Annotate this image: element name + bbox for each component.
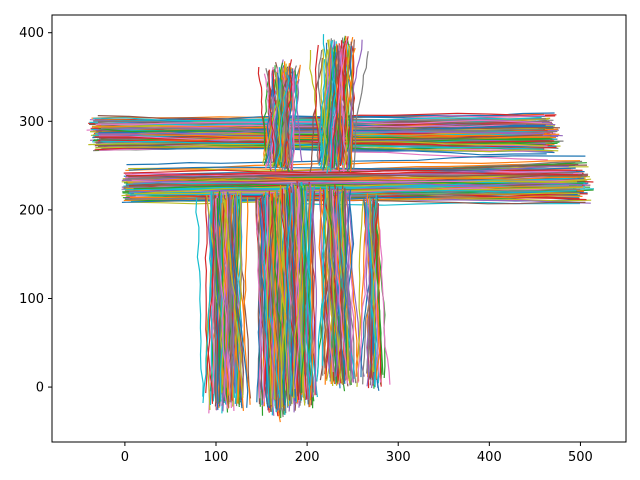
series-line xyxy=(292,190,306,399)
series-line xyxy=(255,199,262,399)
y-tick-label: 300 xyxy=(19,115,44,130)
series-line xyxy=(128,174,587,179)
series-line xyxy=(133,186,581,195)
series-line xyxy=(121,178,592,197)
series-line xyxy=(129,189,577,196)
series-line xyxy=(204,197,213,404)
series-line xyxy=(205,195,217,394)
series-line xyxy=(133,180,591,187)
y-tick-label: 400 xyxy=(19,26,44,41)
series-line xyxy=(287,192,294,404)
series-line xyxy=(130,176,581,181)
series-line xyxy=(202,200,213,404)
series-line xyxy=(126,171,579,177)
series-line xyxy=(314,44,321,166)
series-line xyxy=(262,81,269,166)
series-line xyxy=(292,184,297,402)
series-line xyxy=(334,191,340,377)
series-line xyxy=(195,197,204,397)
series-line xyxy=(124,184,586,191)
series-line xyxy=(304,190,311,405)
series-line xyxy=(337,50,341,168)
series-line xyxy=(309,183,318,395)
series-line xyxy=(319,59,326,170)
series-line xyxy=(329,41,337,169)
series-line xyxy=(337,187,345,378)
series-line xyxy=(339,36,349,167)
series-line xyxy=(232,197,236,394)
series-line xyxy=(318,192,327,385)
plot-frame xyxy=(51,14,627,443)
x-tick-label: 100 xyxy=(204,450,229,465)
series-line xyxy=(321,189,326,366)
series-line xyxy=(346,39,363,170)
series-line xyxy=(227,199,234,403)
series-line xyxy=(293,188,300,384)
series-line xyxy=(273,71,293,163)
y-tick-label: 100 xyxy=(19,292,44,307)
series-line xyxy=(267,77,281,166)
x-tick-label: 300 xyxy=(386,450,411,465)
series-line xyxy=(375,198,381,380)
series-line xyxy=(275,74,290,165)
series-line xyxy=(374,203,391,385)
x-tick-label: 500 xyxy=(568,450,593,465)
series-line xyxy=(268,69,275,163)
series-line xyxy=(326,185,343,385)
series-line xyxy=(263,191,270,406)
series-line xyxy=(316,49,323,165)
series-line xyxy=(365,202,377,388)
series-line xyxy=(296,79,303,162)
series-line xyxy=(222,197,244,398)
series-line xyxy=(326,190,334,373)
series-line xyxy=(368,198,374,380)
series-line xyxy=(320,48,327,166)
series-line xyxy=(356,200,364,387)
x-tick-label: 0 xyxy=(121,450,129,465)
series-line xyxy=(266,196,272,406)
series-line xyxy=(227,197,244,396)
y-axis: 0 100 200 300 400 xyxy=(19,26,52,396)
series-line xyxy=(286,192,293,395)
series-line xyxy=(125,177,578,185)
series-line xyxy=(328,45,339,163)
series-line xyxy=(282,185,289,406)
series-line xyxy=(331,189,348,384)
y-tick-label: 200 xyxy=(19,203,44,218)
series-line xyxy=(214,198,229,409)
series-line xyxy=(353,51,369,169)
series-line xyxy=(280,79,292,163)
y-tick-label: 0 xyxy=(36,381,44,396)
x-tick-label: 400 xyxy=(477,450,502,465)
series-line xyxy=(123,169,583,174)
series-line xyxy=(357,204,369,383)
series-lines xyxy=(86,34,595,423)
series-line xyxy=(277,188,289,407)
x-axis: 0 100 200 300 400 500 xyxy=(121,442,593,465)
series-line xyxy=(291,72,296,170)
series-line xyxy=(128,181,585,191)
series-line xyxy=(323,49,330,170)
series-line xyxy=(334,195,352,378)
series-line xyxy=(280,188,287,399)
series-line xyxy=(367,198,382,383)
series-line xyxy=(288,75,297,169)
series-line xyxy=(294,186,301,390)
series-line xyxy=(308,188,314,386)
series-line xyxy=(343,44,350,169)
x-tick-label: 200 xyxy=(295,450,320,465)
series-line xyxy=(374,198,384,375)
